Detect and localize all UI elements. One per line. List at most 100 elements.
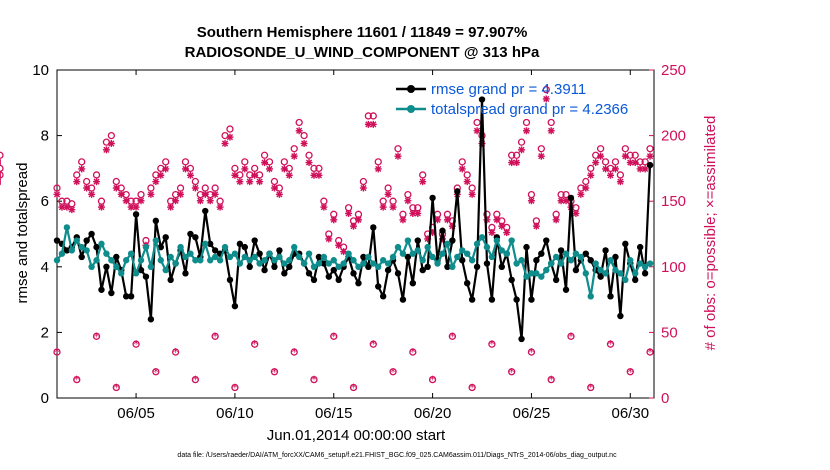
series-point-rmse	[192, 234, 199, 241]
obs-assimilated-point	[419, 178, 427, 186]
obs-possible-point	[626, 151, 634, 159]
obs-assimilated-point	[572, 209, 580, 217]
series-point-rmse	[488, 296, 496, 303]
obs-assimilated-stroke	[152, 178, 159, 185]
obs-low-possible-point	[310, 375, 318, 384]
series-point-rmse	[122, 293, 130, 300]
series-point-rmse	[261, 266, 268, 274]
series-point-rmse	[246, 263, 253, 270]
obs-assimilated-stroke	[543, 95, 550, 103]
obs-possible-point	[601, 158, 610, 166]
series-point-rmse	[157, 243, 164, 251]
series-point-rmse	[552, 276, 560, 284]
obs-assimilated-point	[611, 165, 619, 173]
obs-assimilated-stroke	[301, 140, 308, 147]
obs-assimilated-stroke	[582, 184, 589, 192]
series-point-totalspread	[518, 257, 525, 264]
series-point-rmse	[567, 194, 575, 202]
obs-low-assimilated-point: *	[311, 374, 317, 387]
obs-assimilated-stroke	[518, 146, 525, 153]
obs-assimilated-point	[261, 159, 269, 167]
obs-assimilated-stroke	[286, 172, 293, 179]
obs-assimilated-point	[522, 127, 530, 135]
obs-low-possible-point	[369, 340, 377, 348]
obs-possible-point	[621, 145, 629, 153]
obs-low-possible-point	[349, 383, 358, 392]
obs-possible-point	[260, 151, 269, 159]
series-point-totalspread	[439, 250, 446, 257]
obs-assimilated-point	[379, 203, 387, 211]
obs-assimilated-point	[191, 184, 199, 192]
series-point-rmse	[350, 270, 357, 277]
obs-low-assimilated-point: *	[390, 366, 396, 379]
series-point-totalspread	[365, 253, 372, 261]
obs-assimilated-stroke	[370, 121, 377, 128]
series-point-totalspread	[434, 260, 441, 267]
legend-marker	[407, 85, 415, 93]
obs-assimilated-point	[582, 184, 590, 192]
obs-low-possible-point	[409, 348, 417, 356]
obs-low-assimilated-point: *	[647, 346, 653, 359]
obs-assimilated-point	[399, 216, 407, 224]
series-point-totalspread	[83, 247, 90, 254]
series-point-totalspread	[622, 276, 629, 284]
series-point-rmse	[513, 296, 520, 303]
series-point-rmse	[607, 293, 614, 300]
series-point-rmse	[498, 263, 505, 270]
series-point-totalspread	[345, 250, 352, 257]
obs-assimilated-point	[167, 203, 175, 211]
obs-low-assimilated-point: *	[548, 374, 554, 387]
obs-assimilated-point	[226, 133, 234, 141]
obs-possible-point	[592, 151, 600, 159]
series-point-totalspread	[389, 253, 397, 261]
series-point-totalspread	[636, 260, 644, 267]
obs-possible-point	[241, 158, 249, 166]
series-point-totalspread	[182, 253, 189, 261]
obs-possible-point	[265, 158, 274, 166]
series-point-totalspread	[375, 263, 382, 270]
y-tick-label-right: 200	[661, 128, 686, 145]
obs-assimilated-stroke	[113, 184, 120, 192]
series-point-rmse	[454, 188, 461, 195]
obs-assimilated-stroke	[493, 216, 500, 223]
obs-assimilated-stroke	[118, 191, 125, 198]
obs-assimilated-stroke	[68, 206, 75, 213]
obs-assimilated-point	[350, 222, 358, 230]
series-point-rmse	[53, 237, 61, 244]
obs-low-assimilated-point: *	[133, 338, 139, 351]
series-point-rmse	[562, 286, 570, 293]
obs-assimilated-point	[557, 197, 565, 205]
series-point-totalspread	[192, 257, 199, 264]
series-point-totalspread	[370, 260, 377, 267]
series-point-rmse	[612, 253, 619, 261]
obs-assimilated-stroke	[207, 197, 214, 204]
obs-assimilated-stroke	[414, 210, 421, 217]
obs-assimilated-stroke	[157, 172, 164, 179]
obs-possible-point	[419, 171, 427, 179]
series-point-rmse	[142, 273, 150, 280]
obs-low-assimilated-point: *	[252, 338, 258, 351]
series-point-rmse	[641, 270, 649, 277]
obs-low-possible-point	[488, 340, 496, 348]
series-point-rmse	[444, 263, 451, 270]
series-point-totalspread	[548, 260, 555, 267]
obs-assimilated-stroke	[592, 159, 599, 166]
series-point-rmse	[211, 247, 219, 254]
series-point-totalspread	[523, 273, 530, 280]
obs-possible-point	[369, 112, 377, 120]
obs-low-possible-point	[646, 348, 654, 356]
series-point-totalspread	[360, 260, 367, 267]
obs-assimilated-stroke	[58, 204, 66, 211]
obs-assimilated-stroke	[553, 216, 560, 223]
series-point-totalspread	[335, 263, 342, 270]
obs-possible-point	[522, 118, 531, 127]
obs-possible-point	[374, 158, 382, 166]
obs-assimilated-stroke	[409, 210, 416, 217]
obs-assimilated-point	[102, 146, 110, 154]
obs-low-possible-point	[73, 375, 81, 384]
series-point-totalspread	[350, 257, 357, 264]
series-point-totalspread	[582, 270, 589, 277]
series-point-totalspread	[216, 257, 224, 264]
series-point-totalspread	[552, 253, 560, 261]
obs-assimilated-stroke	[315, 172, 323, 179]
